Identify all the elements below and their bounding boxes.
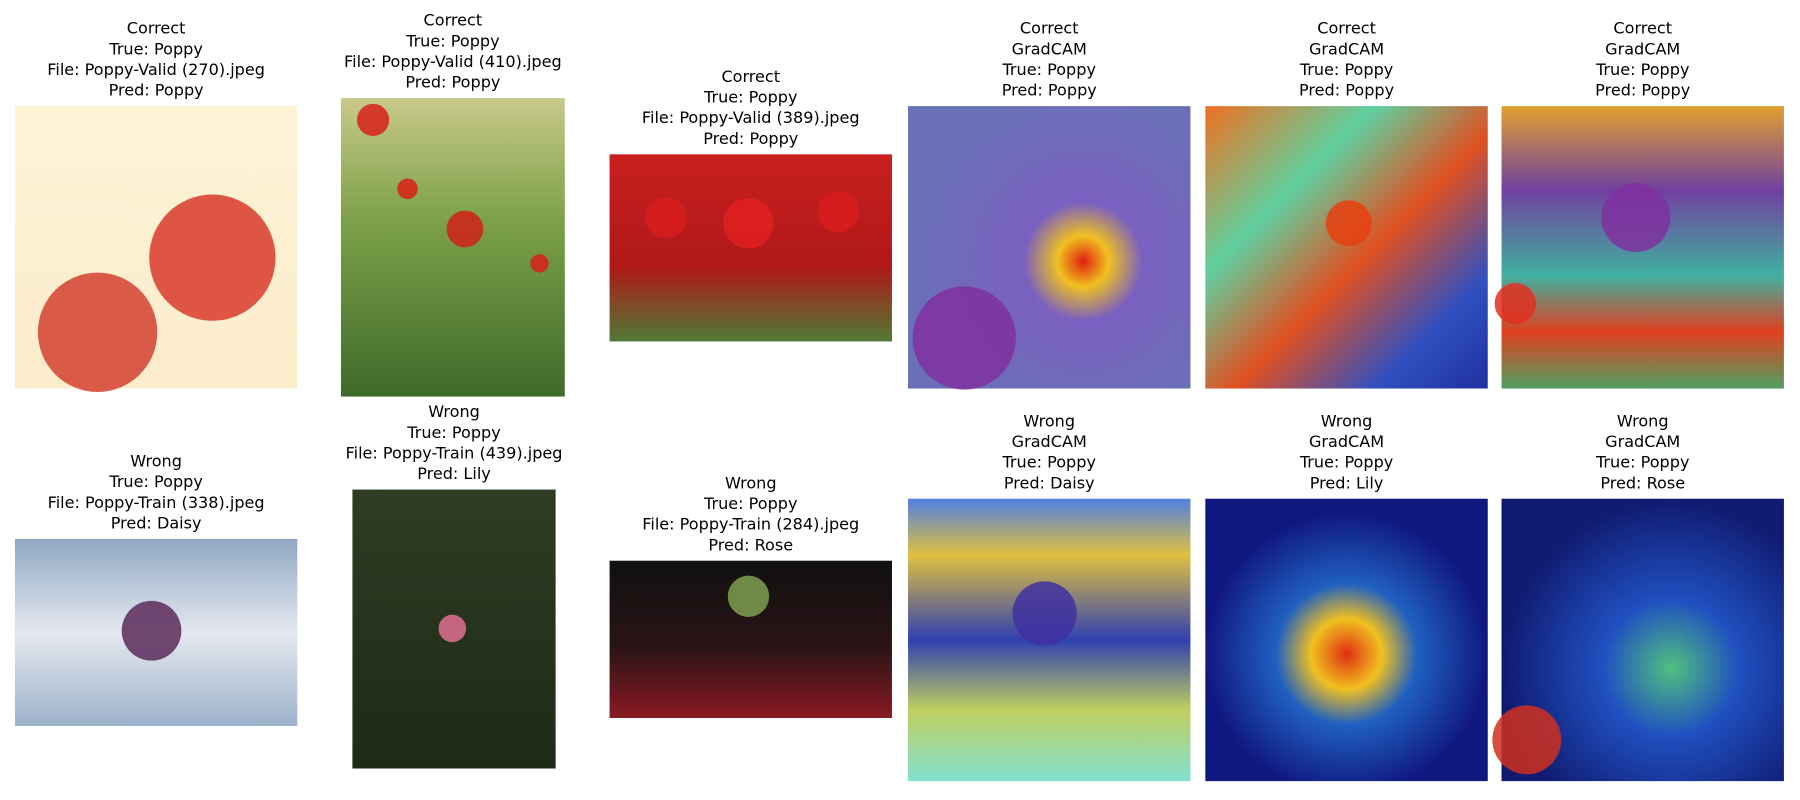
image-detail <box>446 210 484 248</box>
image-detail <box>397 178 418 200</box>
panel-title-line: True: Poppy <box>1299 453 1394 472</box>
image-detail <box>37 272 158 392</box>
panel: Wrong True: Poppy File: Poppy-Train (284).… <box>609 473 892 718</box>
panel-title-line: Pred: Rose <box>1600 473 1685 492</box>
image-detail <box>1325 200 1372 247</box>
panel-title-line: True: Poppy <box>1595 60 1690 79</box>
panel-title-line: True: Poppy <box>703 88 798 107</box>
panel-title-line: File: Poppy-Valid (270).jpeg <box>47 60 265 79</box>
panel-title-line: True: Poppy <box>1595 453 1690 472</box>
image-detail <box>1492 705 1562 775</box>
panel-title-line: Correct <box>1613 19 1672 38</box>
image <box>340 98 565 397</box>
panel-title-line: Pred: Poppy <box>109 81 205 100</box>
image-detail <box>912 286 1016 390</box>
image-detail <box>438 614 467 643</box>
panel-title-line: GradCAM <box>1605 432 1680 451</box>
panel-title-line: True: Poppy <box>406 423 501 442</box>
panel-title-line: Correct <box>721 67 780 86</box>
panel-title-line: Pred: Poppy <box>1002 81 1098 100</box>
panel-title-line: GradCAM <box>1309 432 1384 451</box>
panel-title-line: True: Poppy <box>1001 453 1096 472</box>
panel-title-line: Correct <box>1317 19 1376 38</box>
panel-title-line: Pred: Lily <box>1310 473 1384 492</box>
image-detail <box>1601 183 1671 252</box>
panel-title-line: Pred: Poppy <box>405 73 501 92</box>
panel: Wrong True: Poppy File: Poppy-Train (338).… <box>14 451 298 727</box>
image-detail <box>357 103 390 136</box>
panel-title-line: File: Poppy-Train (284).jpeg <box>642 515 859 534</box>
panel-title-line: Wrong <box>428 402 480 421</box>
image-detail <box>817 191 859 233</box>
image-detail <box>121 600 182 661</box>
panel-title-line: Pred: Rose <box>708 535 793 554</box>
panel-title-line: Wrong <box>725 473 777 492</box>
panel-title-line: Pred: Daisy <box>111 513 202 532</box>
panel-title-line: Wrong <box>1023 411 1075 430</box>
panel-title-line: Pred: Poppy <box>1595 81 1691 100</box>
panel-title-line: Correct <box>1020 19 1079 38</box>
panel-title-line: File: Poppy-Valid (389).jpeg <box>642 108 860 127</box>
panel-title-line: True: Poppy <box>108 472 203 491</box>
panel-title-line: GradCAM <box>1012 39 1087 58</box>
image-detail <box>149 194 276 321</box>
panel-title-line: Correct <box>424 11 483 30</box>
image <box>1205 106 1488 389</box>
panel-title-line: Pred: Poppy <box>1299 81 1395 100</box>
image-detail <box>727 575 770 617</box>
panel-title-line: File: Poppy-Train (338).jpeg <box>48 493 265 512</box>
panel-title-line: Correct <box>127 19 186 38</box>
image-detail <box>1012 581 1077 646</box>
panel-title-line: GradCAM <box>1309 39 1384 58</box>
panel-title-line: Wrong <box>130 451 182 470</box>
panel-title-line: File: Poppy-Train (439).jpeg <box>346 443 563 462</box>
panel-title-line: True: Poppy <box>1001 60 1096 79</box>
panel-title-line: Pred: Daisy <box>1004 473 1095 492</box>
image-detail <box>1494 282 1536 325</box>
panel-title-line: GradCAM <box>1012 432 1087 451</box>
image-detail <box>723 197 774 249</box>
panel-title-line: Wrong <box>1617 411 1669 430</box>
panel-title-line: True: Poppy <box>1299 60 1394 79</box>
panel-title-line: Pred: Lily <box>417 464 491 483</box>
image <box>1205 498 1488 782</box>
panel-title-line: Pred: Poppy <box>703 129 799 148</box>
image-detail <box>645 196 687 239</box>
panel-title-line: File: Poppy-Valid (410).jpeg <box>344 52 562 71</box>
panel-title-line: GradCAM <box>1605 39 1680 58</box>
panel-title-line: True: Poppy <box>405 31 500 50</box>
panel-title-line: True: Poppy <box>108 39 203 58</box>
image-detail <box>530 254 549 273</box>
panel-title-line: True: Poppy <box>703 494 798 513</box>
panel-title-line: Wrong <box>1321 411 1373 430</box>
